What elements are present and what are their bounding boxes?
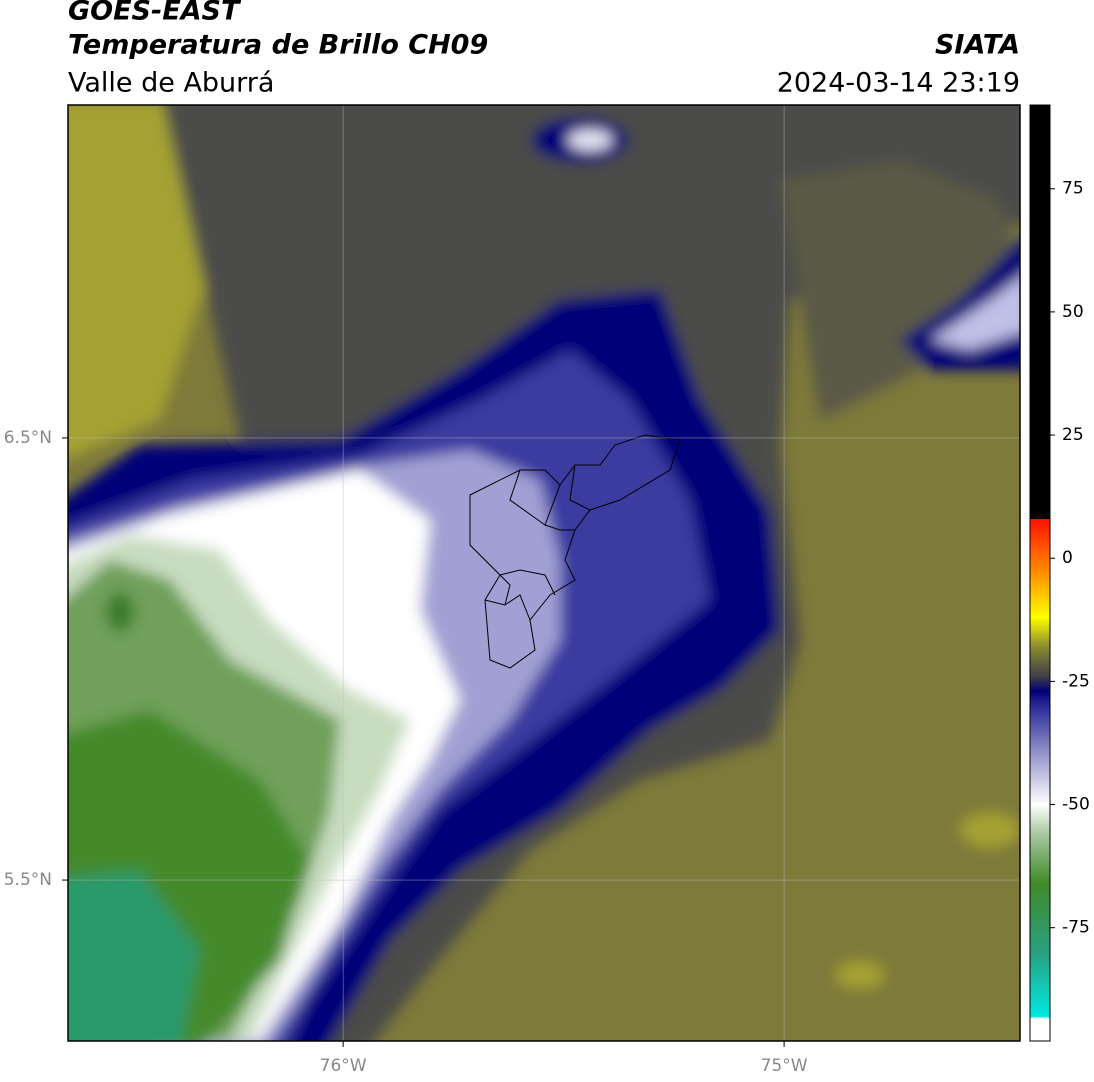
colorbar-scale xyxy=(1029,104,1051,1042)
subtitle: Temperatura de Brillo CH09 xyxy=(68,30,488,61)
title: GOES-EAST xyxy=(68,0,242,27)
satellite-image xyxy=(68,105,1020,1041)
colorbar-tick-label: -75 xyxy=(1062,918,1090,938)
datetime: 2024-03-14 23:19 xyxy=(777,68,1020,99)
y-tick-label: 6.5°N xyxy=(4,428,52,448)
y-tick-label: 5.5°N xyxy=(4,870,52,890)
colorbar-tick-label: -25 xyxy=(1062,671,1090,691)
colorbar-tick-label: 75 xyxy=(1062,179,1084,199)
x-tick-label: 75°W xyxy=(761,1056,808,1076)
map-frame xyxy=(67,104,1021,1042)
colorbar-tick-label: 25 xyxy=(1062,425,1084,445)
valle-de-aburra-outline xyxy=(469,434,681,669)
source: SIATA xyxy=(935,30,1020,61)
colorbar-tick-label: 0 xyxy=(1062,548,1073,568)
region: Valle de Aburrá xyxy=(68,68,274,99)
colorbar: 75 50 25 0 -25 -50 -75 xyxy=(1029,104,1090,1042)
x-tick-label: 76°W xyxy=(320,1056,367,1076)
colorbar-tick-label: -50 xyxy=(1062,795,1090,815)
colorbar-tick-label: 50 xyxy=(1062,302,1084,322)
